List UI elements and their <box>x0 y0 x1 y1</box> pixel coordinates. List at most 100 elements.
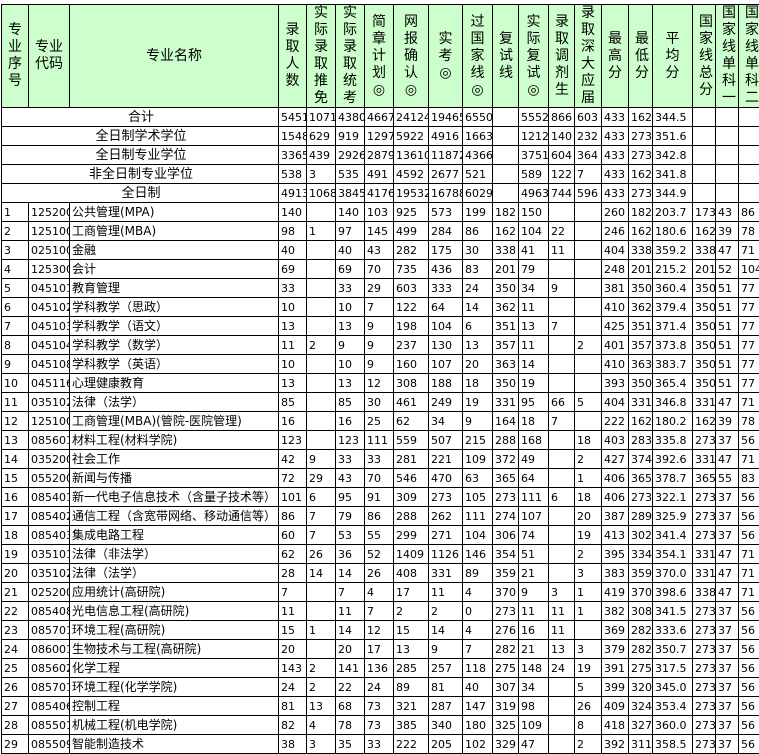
data-cell: 341.4 <box>653 526 693 545</box>
major-code: 085401 <box>29 488 70 507</box>
data-cell: 1409 <box>394 545 429 564</box>
data-cell: 331 <box>429 564 463 583</box>
data-cell: 359 <box>493 564 519 583</box>
data-cell: 162 <box>493 222 519 241</box>
data-cell: 69 <box>336 260 365 279</box>
major-code: 035200 <box>29 450 70 469</box>
data-cell: 104 <box>463 526 493 545</box>
data-cell: 2 <box>429 602 463 621</box>
data-cell: 260 <box>602 203 629 222</box>
data-cell <box>575 412 602 431</box>
data-cell: 103 <box>365 203 394 222</box>
data-cell <box>549 678 575 697</box>
major-name: 法律（法学） <box>70 393 279 412</box>
data-cell: 379 <box>602 640 629 659</box>
data-cell: 71 <box>739 583 759 602</box>
data-cell: 34 <box>429 412 463 431</box>
data-cell: 201 <box>493 260 519 279</box>
data-cell: 9 <box>519 583 549 602</box>
row-number: 20 <box>2 564 29 583</box>
data-cell: 37 <box>716 488 739 507</box>
summary-cell: 5552 <box>519 108 549 127</box>
data-cell: 5 <box>575 393 602 412</box>
row-number: 22 <box>2 602 29 621</box>
data-cell: 257 <box>429 659 463 678</box>
data-cell: 205 <box>429 735 463 754</box>
data-cell: 79 <box>336 507 365 526</box>
data-cell: 56 <box>739 735 759 754</box>
data-cell: 215 <box>463 431 493 450</box>
data-cell: 325 <box>493 716 519 735</box>
data-cell: 399 <box>602 678 629 697</box>
data-cell: 74 <box>519 526 549 545</box>
summary-cell <box>739 146 759 165</box>
summary-cell: 140 <box>549 127 575 146</box>
data-cell: 21 <box>519 564 549 583</box>
data-cell: 2 <box>575 735 602 754</box>
data-cell: 309 <box>394 488 429 507</box>
summary-cell: 162 <box>629 165 653 184</box>
row-number: 15 <box>2 469 29 488</box>
data-cell: 288 <box>493 431 519 450</box>
summary-cell: 1297 <box>365 127 394 146</box>
data-cell: 350 <box>693 298 716 317</box>
data-cell: 308 <box>629 602 653 621</box>
summary-cell <box>739 184 759 203</box>
data-cell: 180.2 <box>653 412 693 431</box>
data-cell: 22 <box>549 222 575 241</box>
data-cell <box>549 431 575 450</box>
data-cell: 20 <box>336 640 365 659</box>
data-cell: 381 <box>602 279 629 298</box>
data-cell: 14 <box>336 564 365 583</box>
data-cell: 21 <box>519 640 549 659</box>
data-cell: 25 <box>365 412 394 431</box>
data-cell: 13 <box>336 317 365 336</box>
data-cell: 64 <box>519 469 549 488</box>
data-cell: 319 <box>493 697 519 716</box>
data-cell: 325.9 <box>653 507 693 526</box>
data-cell: 37 <box>716 431 739 450</box>
summary-cell <box>739 127 759 146</box>
data-cell: 143 <box>279 659 307 678</box>
summary-cell: 364 <box>575 146 602 165</box>
summary-cell: 4176 <box>365 184 394 203</box>
summary-cell: 4916 <box>429 127 463 146</box>
data-cell: 37 <box>716 697 739 716</box>
data-cell: 33 <box>336 450 365 469</box>
data-cell: 71 <box>739 241 759 260</box>
data-cell: 85 <box>336 393 365 412</box>
major-name: 法律（非法学） <box>70 545 279 564</box>
summary-cell: 1071 <box>307 108 336 127</box>
summary-cell <box>493 184 519 203</box>
data-cell: 408 <box>394 564 429 583</box>
data-cell: 56 <box>739 640 759 659</box>
data-cell: 136 <box>365 659 394 678</box>
data-cell: 2 <box>307 678 336 697</box>
summary-cell: 24124 <box>394 108 429 127</box>
major-name: 工商管理(MBA) <box>70 222 279 241</box>
data-cell: 77 <box>739 355 759 374</box>
data-cell: 7 <box>365 298 394 317</box>
data-cell: 77 <box>739 317 759 336</box>
data-cell: 85 <box>279 393 307 412</box>
summary-cell: 538 <box>279 165 307 184</box>
data-cell: 353.4 <box>653 697 693 716</box>
major-code: 045102 <box>29 298 70 317</box>
data-cell: 546 <box>394 469 429 488</box>
column-header: 最低分 <box>629 5 653 108</box>
data-cell: 406 <box>602 488 629 507</box>
data-cell: 62 <box>279 545 307 564</box>
data-cell: 273 <box>693 659 716 678</box>
major-code: 035102 <box>29 564 70 583</box>
major-name: 学科教学（思政） <box>70 298 279 317</box>
summary-cell <box>693 165 716 184</box>
column-header: 简章计划◎ <box>365 5 394 108</box>
header-row: 专业序号专业代码专业名称录取人数实际录取推免实际录取统考简章计划◎网报确认◎实考… <box>2 5 759 108</box>
data-cell: 7 <box>279 583 307 602</box>
data-cell: 221 <box>429 450 463 469</box>
data-cell: 10 <box>279 298 307 317</box>
